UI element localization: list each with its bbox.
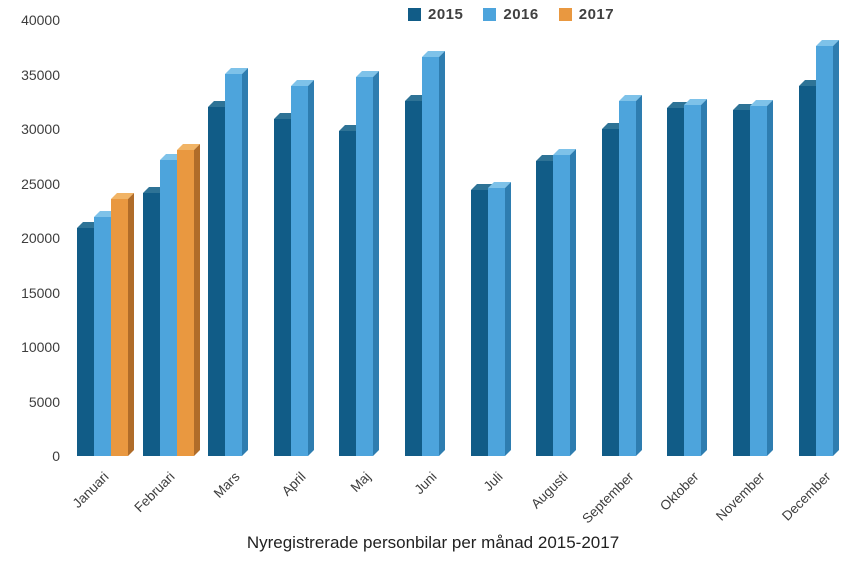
bar-2017-februari xyxy=(176,150,194,456)
bar-2016-september xyxy=(618,101,636,456)
bar-2015-maj xyxy=(339,131,357,456)
bar-2016-maj xyxy=(356,77,374,456)
bar-group-december xyxy=(798,20,833,456)
legend-item-2015: 2015 xyxy=(408,6,463,23)
legend-item-2017: 2017 xyxy=(558,6,615,23)
bar-group-januari xyxy=(77,20,128,456)
y-axis-tick-label: 35000 xyxy=(21,66,60,83)
bar-2017-januari xyxy=(111,199,128,456)
legend-marker-icon xyxy=(483,8,497,21)
bar-2015-oktober xyxy=(667,108,685,456)
bar-2015-september xyxy=(601,129,619,456)
y-axis-tick-label: 30000 xyxy=(21,121,60,137)
y-axis-tick-label: 15000 xyxy=(21,284,60,301)
y-axis-tick-label: 5000 xyxy=(28,393,60,410)
bar-group-juni xyxy=(405,20,439,456)
bar-2016-augusti xyxy=(553,155,571,456)
bar-2015-augusti xyxy=(536,161,554,456)
y-axis-tick-label: 25000 xyxy=(21,175,60,192)
chart-legend: 2015 2016 2017 xyxy=(408,6,614,23)
legend-label: 2016 xyxy=(503,6,539,23)
bar-2016-januari xyxy=(94,217,111,456)
legend-item-2016: 2016 xyxy=(483,6,538,23)
legend-marker-icon xyxy=(408,8,421,21)
chart-title: Nyregistrerade personbilar per månad 201… xyxy=(246,533,620,552)
bar-group-mars xyxy=(208,20,243,456)
bar-2015-juni xyxy=(405,101,422,456)
legend-marker-icon xyxy=(558,8,572,21)
bar-group-april xyxy=(273,20,308,456)
bar-group-november xyxy=(733,20,767,456)
bar-2016-november xyxy=(750,106,767,456)
bar-2015-mars xyxy=(208,107,226,456)
y-axis-tick-label: 10000 xyxy=(21,339,60,355)
bar-group-maj xyxy=(339,20,374,456)
bar-2016-december xyxy=(815,46,833,456)
bar-2015-juli xyxy=(470,190,488,456)
legend-label: 2015 xyxy=(428,6,464,23)
bar-2016-mars xyxy=(225,74,243,456)
bar-2015-februari xyxy=(142,193,160,456)
y-axis-tick-label: 20000 xyxy=(21,230,60,246)
bar-group-september xyxy=(601,20,636,456)
bar-2015-november xyxy=(733,110,750,456)
bar-2016-april xyxy=(290,86,308,456)
bar-2016-juli xyxy=(487,188,505,456)
bar-2015-januari xyxy=(77,228,94,456)
bar-2016-juni xyxy=(422,57,439,456)
bar-group-juli xyxy=(470,20,505,456)
bar-group-augusti xyxy=(536,20,571,456)
bar-2016-februari xyxy=(159,160,177,456)
bar-group-oktober xyxy=(667,20,702,456)
y-axis-tick-label: 40000 xyxy=(21,12,60,28)
legend-label: 2017 xyxy=(578,6,615,23)
bar-2015-april xyxy=(273,119,291,456)
bar-2015-december xyxy=(798,86,816,456)
bar-group-februari xyxy=(142,20,194,456)
bar-2016-oktober xyxy=(684,105,702,456)
y-axis-tick-label: 0 xyxy=(52,448,60,464)
